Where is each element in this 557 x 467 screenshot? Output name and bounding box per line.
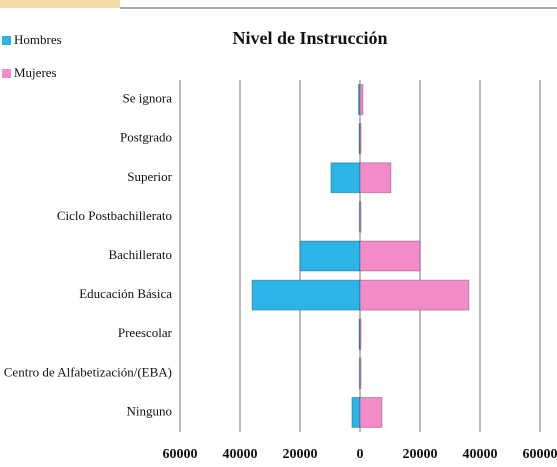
bar [359, 357, 362, 389]
bar [359, 84, 364, 116]
bar [359, 240, 421, 272]
bar [251, 279, 361, 311]
bar [330, 162, 361, 194]
bar [359, 279, 470, 311]
y-tick-label: Centro de Alfabetización/(EBA) [4, 364, 172, 379]
legend-label: Mujeres [14, 65, 57, 80]
chart-title: Nivel de Instrucción [233, 28, 388, 48]
y-tick-label: Ciclo Postbachillerato [57, 208, 172, 223]
y-tick-label: Postgrado [120, 130, 172, 145]
x-tick-label: 40000 [223, 447, 258, 462]
bar [359, 396, 383, 428]
x-tick-label: 60000 [523, 447, 557, 462]
legend-label: Hombres [14, 32, 62, 47]
bar [359, 123, 362, 155]
y-tick-label: Ninguno [127, 403, 173, 418]
x-tick-label: 60000 [163, 447, 198, 462]
y-tick-label: Superior [127, 169, 172, 184]
decor-strip [0, 0, 120, 8]
x-tick-label: 20000 [403, 447, 438, 462]
legend-swatch [2, 69, 11, 78]
x-tick-label: 0 [357, 447, 364, 462]
bar [299, 240, 361, 272]
bar [359, 162, 392, 194]
legend-swatch [2, 36, 11, 45]
y-tick-label: Bachillerato [108, 247, 172, 262]
y-tick-label: Preescolar [118, 325, 173, 340]
x-tick-label: 20000 [283, 447, 318, 462]
bar [359, 201, 362, 233]
x-tick-label: 40000 [463, 447, 498, 462]
y-tick-label: Educación Básica [79, 286, 172, 301]
bar [351, 396, 361, 428]
y-tick-label: Se ignora [123, 91, 173, 106]
bar [359, 318, 362, 350]
